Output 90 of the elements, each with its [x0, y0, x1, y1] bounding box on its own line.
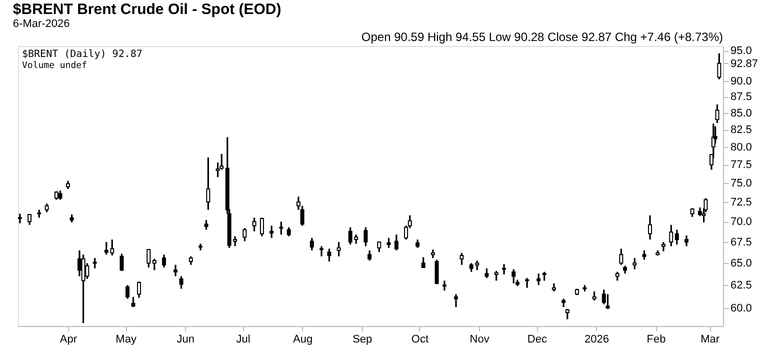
x-tick-label: 2026 — [584, 334, 609, 345]
y-tick-label: 60.0 — [730, 302, 752, 314]
candlestick — [204, 219, 208, 231]
chart-subtitle: 6-Mar-2026 — [12, 18, 70, 30]
candlestick — [717, 52, 722, 80]
candlestick — [494, 270, 498, 282]
candlestick — [364, 226, 368, 247]
candlestick — [648, 214, 652, 240]
y-tick-label: 65.0 — [730, 258, 752, 270]
candlestick — [320, 245, 324, 258]
candlestick — [442, 280, 446, 292]
x-tick-label: Oct — [411, 334, 429, 345]
candlestick — [146, 248, 151, 268]
candlestick — [85, 262, 90, 280]
text: Open 90.59 High 94.55 Low 90.28 Close 92.87 Chg +7.46 (+8.73%) — [361, 30, 723, 44]
candlestick — [252, 216, 256, 232]
x-tick-label: Aug — [293, 334, 313, 345]
candlestick — [260, 216, 264, 238]
annotation: $BRENT (Daily) 92.87 — [22, 49, 142, 60]
candlestick — [421, 256, 426, 268]
y-tick-label: 82.5 — [730, 124, 752, 136]
x-tick-label: Mar — [700, 334, 720, 345]
candlestick — [152, 258, 156, 271]
candlestick — [131, 296, 136, 308]
candlestick — [162, 254, 166, 268]
candlestick — [386, 237, 391, 249]
x-tick-label: Dec — [527, 334, 548, 345]
x-tick-label: Jun — [176, 334, 194, 345]
y-tick-label: 87.5 — [730, 91, 752, 104]
y-tick-label: 92.87 — [730, 58, 758, 70]
candlestick — [58, 190, 62, 201]
candlestick — [179, 275, 184, 290]
y-tick-label: 80.0 — [730, 141, 752, 154]
candlestick — [81, 254, 86, 324]
x-tick-label: Nov — [470, 334, 490, 345]
candlestick — [327, 248, 332, 262]
candlestick — [434, 258, 439, 286]
candlestick — [310, 237, 314, 252]
y-tick-label: 62.5 — [730, 280, 752, 292]
candlestick — [120, 252, 124, 272]
candlestick — [460, 252, 464, 266]
candlestick — [137, 280, 142, 299]
candlestick — [125, 284, 130, 300]
y-tick-label: 72.5 — [730, 196, 752, 209]
y-tick-label: 85.0 — [730, 107, 752, 120]
candlestick — [512, 268, 516, 284]
y-tick-label: 95.0 — [730, 45, 752, 58]
candlestick — [632, 257, 637, 270]
candlestick — [454, 293, 458, 308]
y-tick-label: 90.0 — [730, 75, 752, 88]
candlestick — [206, 156, 210, 211]
x-tick-label: May — [116, 334, 137, 345]
candlestick — [77, 250, 82, 278]
candlestick — [394, 234, 398, 252]
candlestick — [606, 293, 610, 310]
candlestick — [674, 228, 679, 246]
x-tick-label: Apr — [60, 334, 78, 345]
candlestick — [602, 288, 606, 306]
x-tick-label: Jul — [236, 334, 250, 345]
candlestick — [270, 224, 274, 239]
candlestick — [502, 263, 506, 276]
candlestick — [377, 241, 382, 253]
annotation: Volume undef — [22, 61, 88, 71]
candlestick — [642, 250, 646, 261]
candlestick — [661, 241, 666, 252]
y-tick-label: 70.0 — [730, 216, 752, 228]
y-tick-label: 67.5 — [730, 236, 752, 249]
candlestick — [279, 220, 284, 236]
candlestick — [525, 277, 530, 289]
candlestick — [198, 242, 202, 252]
x-tick-label: Sep — [352, 334, 372, 345]
candlestick — [715, 104, 720, 124]
candlestick — [28, 214, 32, 226]
candlestick — [684, 234, 688, 247]
candlestick — [336, 241, 341, 258]
y-tick-label: 77.5 — [730, 159, 752, 172]
candlestick — [92, 257, 97, 270]
x-tick-label: Feb — [646, 334, 666, 345]
candlestick — [484, 268, 489, 279]
candlestick — [174, 264, 178, 278]
candlestick — [536, 272, 541, 286]
candlestick — [18, 212, 22, 224]
candlestick — [592, 290, 596, 302]
candlestick — [619, 248, 624, 266]
chart-title: $BRENT Brent Crude Oil - Spot (EOD) — [12, 1, 282, 18]
candlestick — [565, 308, 570, 320]
candlestick — [669, 224, 674, 247]
candlestick — [368, 250, 372, 262]
y-tick-label: 75.0 — [730, 178, 752, 190]
candlestick — [242, 227, 247, 242]
